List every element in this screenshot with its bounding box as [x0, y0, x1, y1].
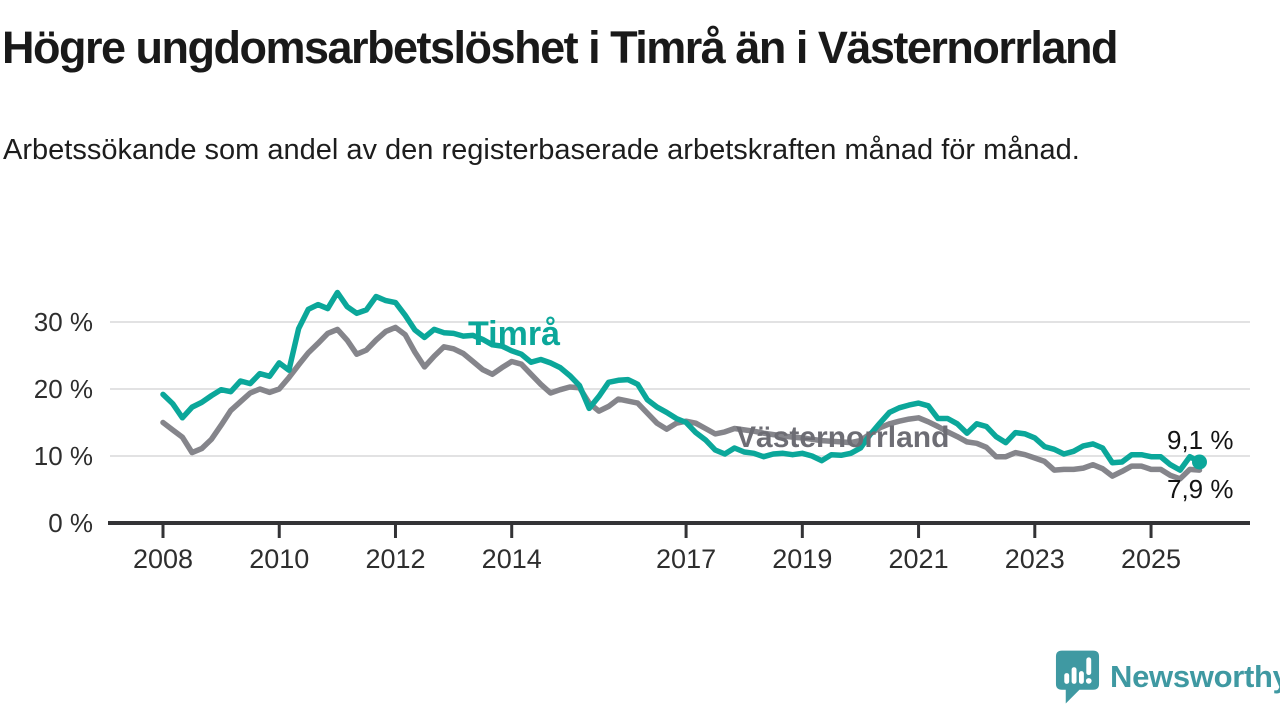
newsworthy-logo: Newsworthy — [1054, 648, 1280, 706]
y-tick-label: 20 % — [34, 374, 93, 404]
vasternorrland-end-value: 7,9 % — [1167, 474, 1234, 504]
page-subtitle: Arbetssökande som andel av den registerb… — [3, 134, 1080, 166]
x-tick-label: 2021 — [889, 544, 949, 574]
x-tick-label: 2023 — [1005, 544, 1065, 574]
x-tick-label: 2025 — [1121, 544, 1181, 574]
timra-end-dot — [1192, 454, 1207, 470]
end-dots — [1192, 454, 1207, 470]
y-axis-labels: 0 % 10 % 20 % 30 % — [34, 307, 93, 538]
brand-name: Newsworthy — [1110, 659, 1280, 694]
x-tick-label: 2019 — [772, 544, 832, 574]
x-tick-label: 2008 — [133, 544, 193, 574]
y-tick-label: 10 % — [34, 441, 93, 471]
timra-series — [160, 289, 1203, 473]
x-tick-label: 2017 — [656, 544, 716, 574]
vasternorrland-series-label: Västernorrland — [736, 421, 949, 454]
x-axis: 2008 2010 2012 2014 2017 2019 2021 2023 2025 — [108, 521, 1250, 574]
page-title: Högre ungdomsarbetslöshet i Timrå än i V… — [2, 22, 1118, 73]
timra-line — [160, 289, 1203, 473]
y-tick-label: 30 % — [34, 307, 93, 337]
y-tick-label: 0 % — [48, 508, 93, 538]
timra-series-label: Timrå — [468, 315, 560, 353]
x-tick-label: 2014 — [482, 544, 542, 574]
x-tick-label: 2012 — [365, 544, 425, 574]
x-tick-label: 2010 — [249, 544, 309, 574]
newsworthy-bubble-chart-icon — [1055, 650, 1100, 704]
timra-end-value: 9,1 % — [1167, 425, 1234, 455]
